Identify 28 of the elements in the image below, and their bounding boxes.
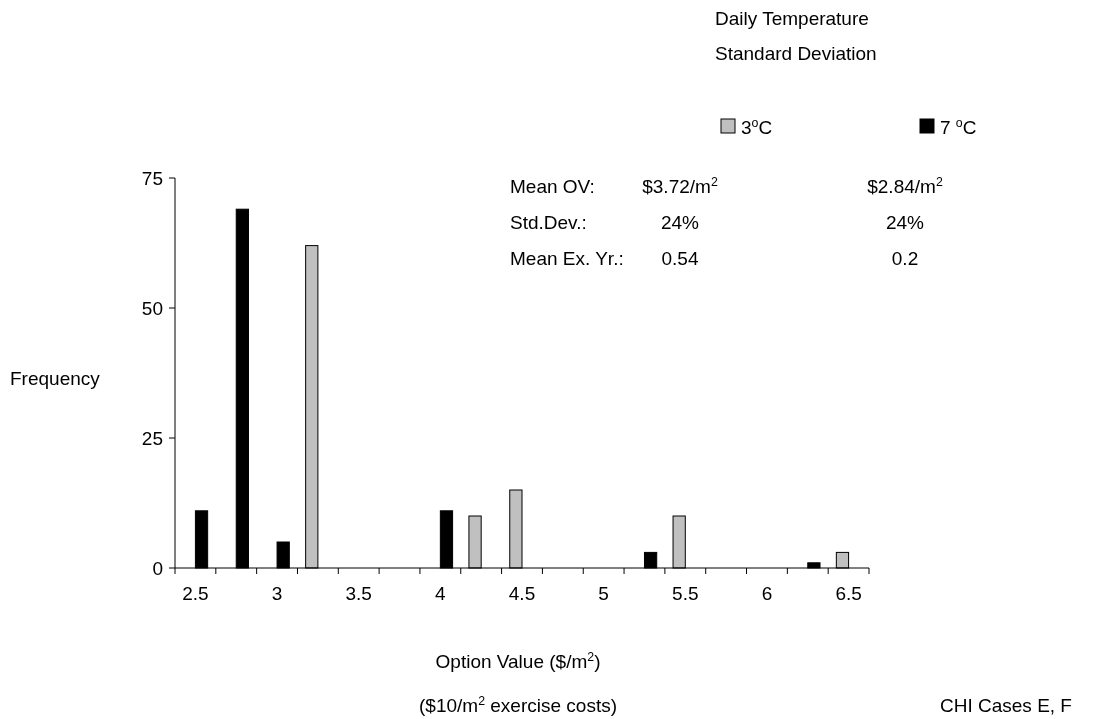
annotation: $2.84/m$^{2}$ — [867, 175, 943, 197]
annotation: Mean OV: — [510, 176, 595, 197]
x-tick-label: 3 — [271, 583, 283, 604]
text: CHI Cases E, F — [940, 695, 1072, 716]
y-tick-label: 50 — [141, 297, 163, 319]
x-tick-label: 3.5 — [345, 583, 372, 604]
x-tick-label: 4.5 — [508, 583, 536, 604]
legend-label: 3$^{o}$C — [741, 116, 773, 138]
x-tick-label: 6.5 — [835, 583, 862, 604]
x-tick-label: 2.5 — [182, 583, 209, 604]
x-tick-label: 4 — [435, 583, 447, 604]
annotation: Mean Ex. Yr.: — [510, 248, 624, 269]
annotation: $3.72/m$^{2}$ — [642, 175, 718, 197]
text: Option Value ($/m$^{2}$) ($10/m$^{2}$ exercise costs) — [419, 650, 617, 716]
text: 0.2 — [891, 248, 919, 269]
legend-label: 7 $^{o}$C — [940, 116, 977, 138]
text: 24% — [885, 212, 925, 233]
y-tick-label: 0 — [152, 557, 163, 579]
y-tick-label: 75 — [141, 167, 163, 189]
annotation: Std.Dev.: — [510, 212, 587, 233]
legend-title: Daily Temperature Standard Deviation — [715, 8, 877, 64]
x-tick-label: 6 — [761, 583, 773, 604]
y-axis-title: Frequency — [10, 368, 101, 389]
x-tick-label: 5.5 — [672, 583, 699, 604]
annotation: 0.54 — [661, 248, 699, 269]
y-tick-label: 25 — [141, 427, 163, 449]
x-tick-label: 5 — [598, 583, 609, 604]
annotation: 24% — [660, 212, 700, 233]
